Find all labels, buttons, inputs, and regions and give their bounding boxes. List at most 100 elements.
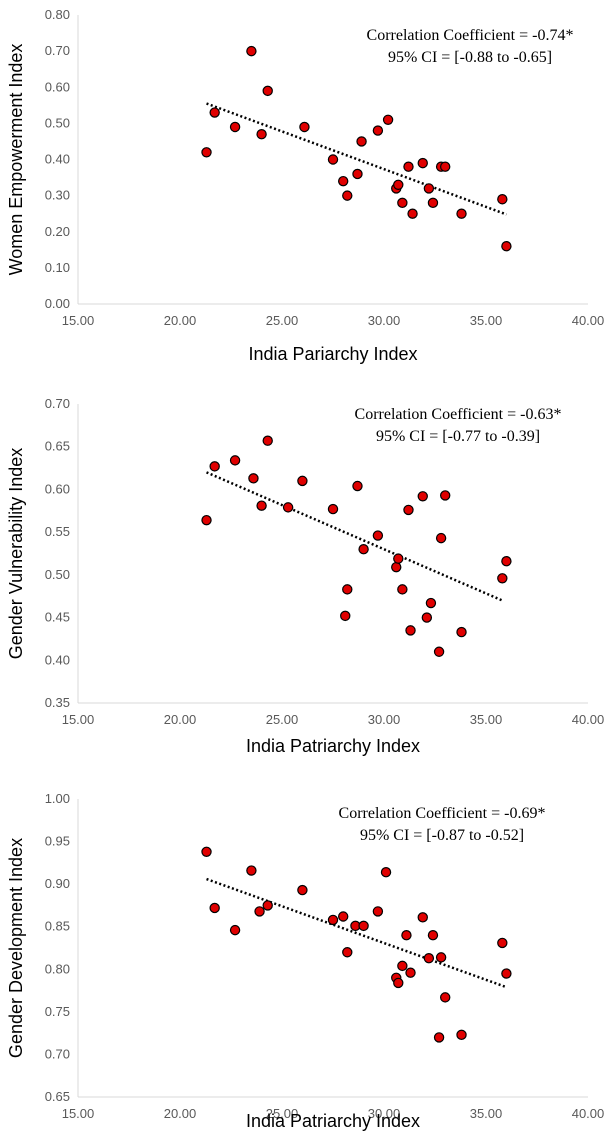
ci-annotation: 95% CI = [-0.87 to -0.52] xyxy=(360,827,524,844)
y-tick-label: 0.60 xyxy=(45,481,70,496)
x-tick-label: 35.00 xyxy=(470,313,503,328)
y-tick-label: 0.35 xyxy=(45,695,70,710)
data-point xyxy=(497,194,508,205)
y-tick-label: 0.65 xyxy=(45,439,70,454)
data-point xyxy=(497,573,508,584)
data-point xyxy=(340,610,351,622)
data-point xyxy=(403,161,414,172)
y-tick-label: 0.80 xyxy=(45,961,70,976)
data-point xyxy=(501,555,512,567)
data-point xyxy=(262,85,273,97)
data-point xyxy=(421,612,433,623)
data-point xyxy=(262,435,273,446)
data-point xyxy=(401,930,412,941)
data-point xyxy=(201,846,212,857)
data-point xyxy=(356,136,367,147)
x-tick-label: 35.00 xyxy=(470,712,503,727)
data-point xyxy=(201,514,212,526)
y-tick-label: 0.10 xyxy=(45,260,70,275)
x-tick-label: 20.00 xyxy=(164,313,197,328)
x-axis-title: India Patriarchy Index xyxy=(246,736,420,756)
data-point xyxy=(299,121,310,133)
x-tick-label: 20.00 xyxy=(164,712,197,727)
data-point xyxy=(433,646,445,657)
data-point xyxy=(440,490,451,501)
x-tick-label: 25.00 xyxy=(266,712,299,727)
correlation-annotation: Correlation Coefficient = -0.63* xyxy=(355,406,562,423)
data-point xyxy=(338,175,349,187)
data-point xyxy=(229,121,241,133)
data-point xyxy=(254,906,265,917)
x-tick-label: 40.00 xyxy=(572,313,605,328)
data-point xyxy=(423,183,435,194)
data-point xyxy=(256,500,267,511)
ci-annotation: 95% CI = [-0.88 to -0.65] xyxy=(388,49,552,66)
x-tick-label: 35.00 xyxy=(470,1106,503,1121)
data-point xyxy=(393,179,404,190)
y-tick-label: 0.55 xyxy=(45,524,70,539)
chart-panel-1: 0.00 0.10 0.20 0.30 0.40 0.50 0.60 0.70 0.80 15.0… xyxy=(6,7,604,364)
data-point xyxy=(440,161,451,172)
data-point xyxy=(501,968,512,979)
data-point xyxy=(405,625,416,636)
data-point xyxy=(393,553,404,564)
data-point xyxy=(209,107,220,118)
y-tick-label: 0.80 xyxy=(45,7,70,22)
data-point xyxy=(456,1029,467,1041)
y-tick-label: 0.40 xyxy=(45,152,70,167)
data-point xyxy=(417,912,428,923)
y-tick-label: 0.40 xyxy=(45,652,70,667)
data-point xyxy=(297,884,308,896)
x-tick-label: 40.00 xyxy=(572,712,605,727)
x-tick-label: 25.00 xyxy=(266,313,299,328)
data-point xyxy=(427,930,439,941)
data-point xyxy=(372,530,384,541)
data-point xyxy=(342,947,353,958)
data-point xyxy=(435,952,447,963)
data-point xyxy=(391,561,402,573)
data-point xyxy=(456,626,467,638)
data-point xyxy=(427,197,439,209)
y-axis-title: Gender Vulnerability Index xyxy=(6,448,26,659)
data-point xyxy=(382,114,394,125)
data-point xyxy=(229,924,241,936)
x-axis-title: India Pariarchy Index xyxy=(248,344,417,364)
x-tick-label: 15.00 xyxy=(62,712,95,727)
y-tick-label: 0.30 xyxy=(45,188,70,203)
data-point xyxy=(397,197,408,209)
x-axis-title: India Patriarchy Index xyxy=(246,1111,420,1131)
correlation-annotation: Correlation Coefficient = -0.69* xyxy=(339,805,546,822)
y-tick-label: 0.50 xyxy=(45,567,70,582)
y-tick-label: 0.85 xyxy=(45,919,70,934)
chart-panel-3: 0.65 0.70 0.75 0.80 0.85 0.90 0.95 1.00 15.00 20.… xyxy=(6,791,604,1131)
trend-line xyxy=(206,102,507,216)
x-tick-label: 15.00 xyxy=(62,313,95,328)
data-point xyxy=(342,584,353,595)
data-point xyxy=(297,475,308,487)
y-tick-label: 0.60 xyxy=(45,79,70,94)
x-tick-label: 30.00 xyxy=(368,1106,401,1121)
data-point xyxy=(327,154,339,165)
data-point xyxy=(423,953,435,964)
data-point xyxy=(417,157,428,169)
y-tick-label: 1.00 xyxy=(45,791,70,806)
data-point xyxy=(201,147,212,158)
y-tick-label: 0.70 xyxy=(45,43,70,58)
x-tick-label: 30.00 xyxy=(368,712,401,727)
data-point xyxy=(501,240,512,252)
data-point xyxy=(209,461,220,472)
data-point xyxy=(246,865,257,876)
y-tick-label: 0.65 xyxy=(45,1089,70,1104)
trend-line xyxy=(206,877,507,989)
data-point xyxy=(456,208,467,219)
data-point xyxy=(209,902,220,914)
data-point xyxy=(327,914,339,926)
x-tick-label: 20.00 xyxy=(164,1106,197,1121)
correlation-annotation: Correlation Coefficient = -0.74* xyxy=(367,27,574,44)
data-point xyxy=(440,992,451,1003)
y-axis-title: Gender Development Index xyxy=(6,838,26,1058)
x-tick-label: 30.00 xyxy=(368,313,401,328)
trend-line xyxy=(206,471,503,602)
data-point xyxy=(397,584,408,595)
